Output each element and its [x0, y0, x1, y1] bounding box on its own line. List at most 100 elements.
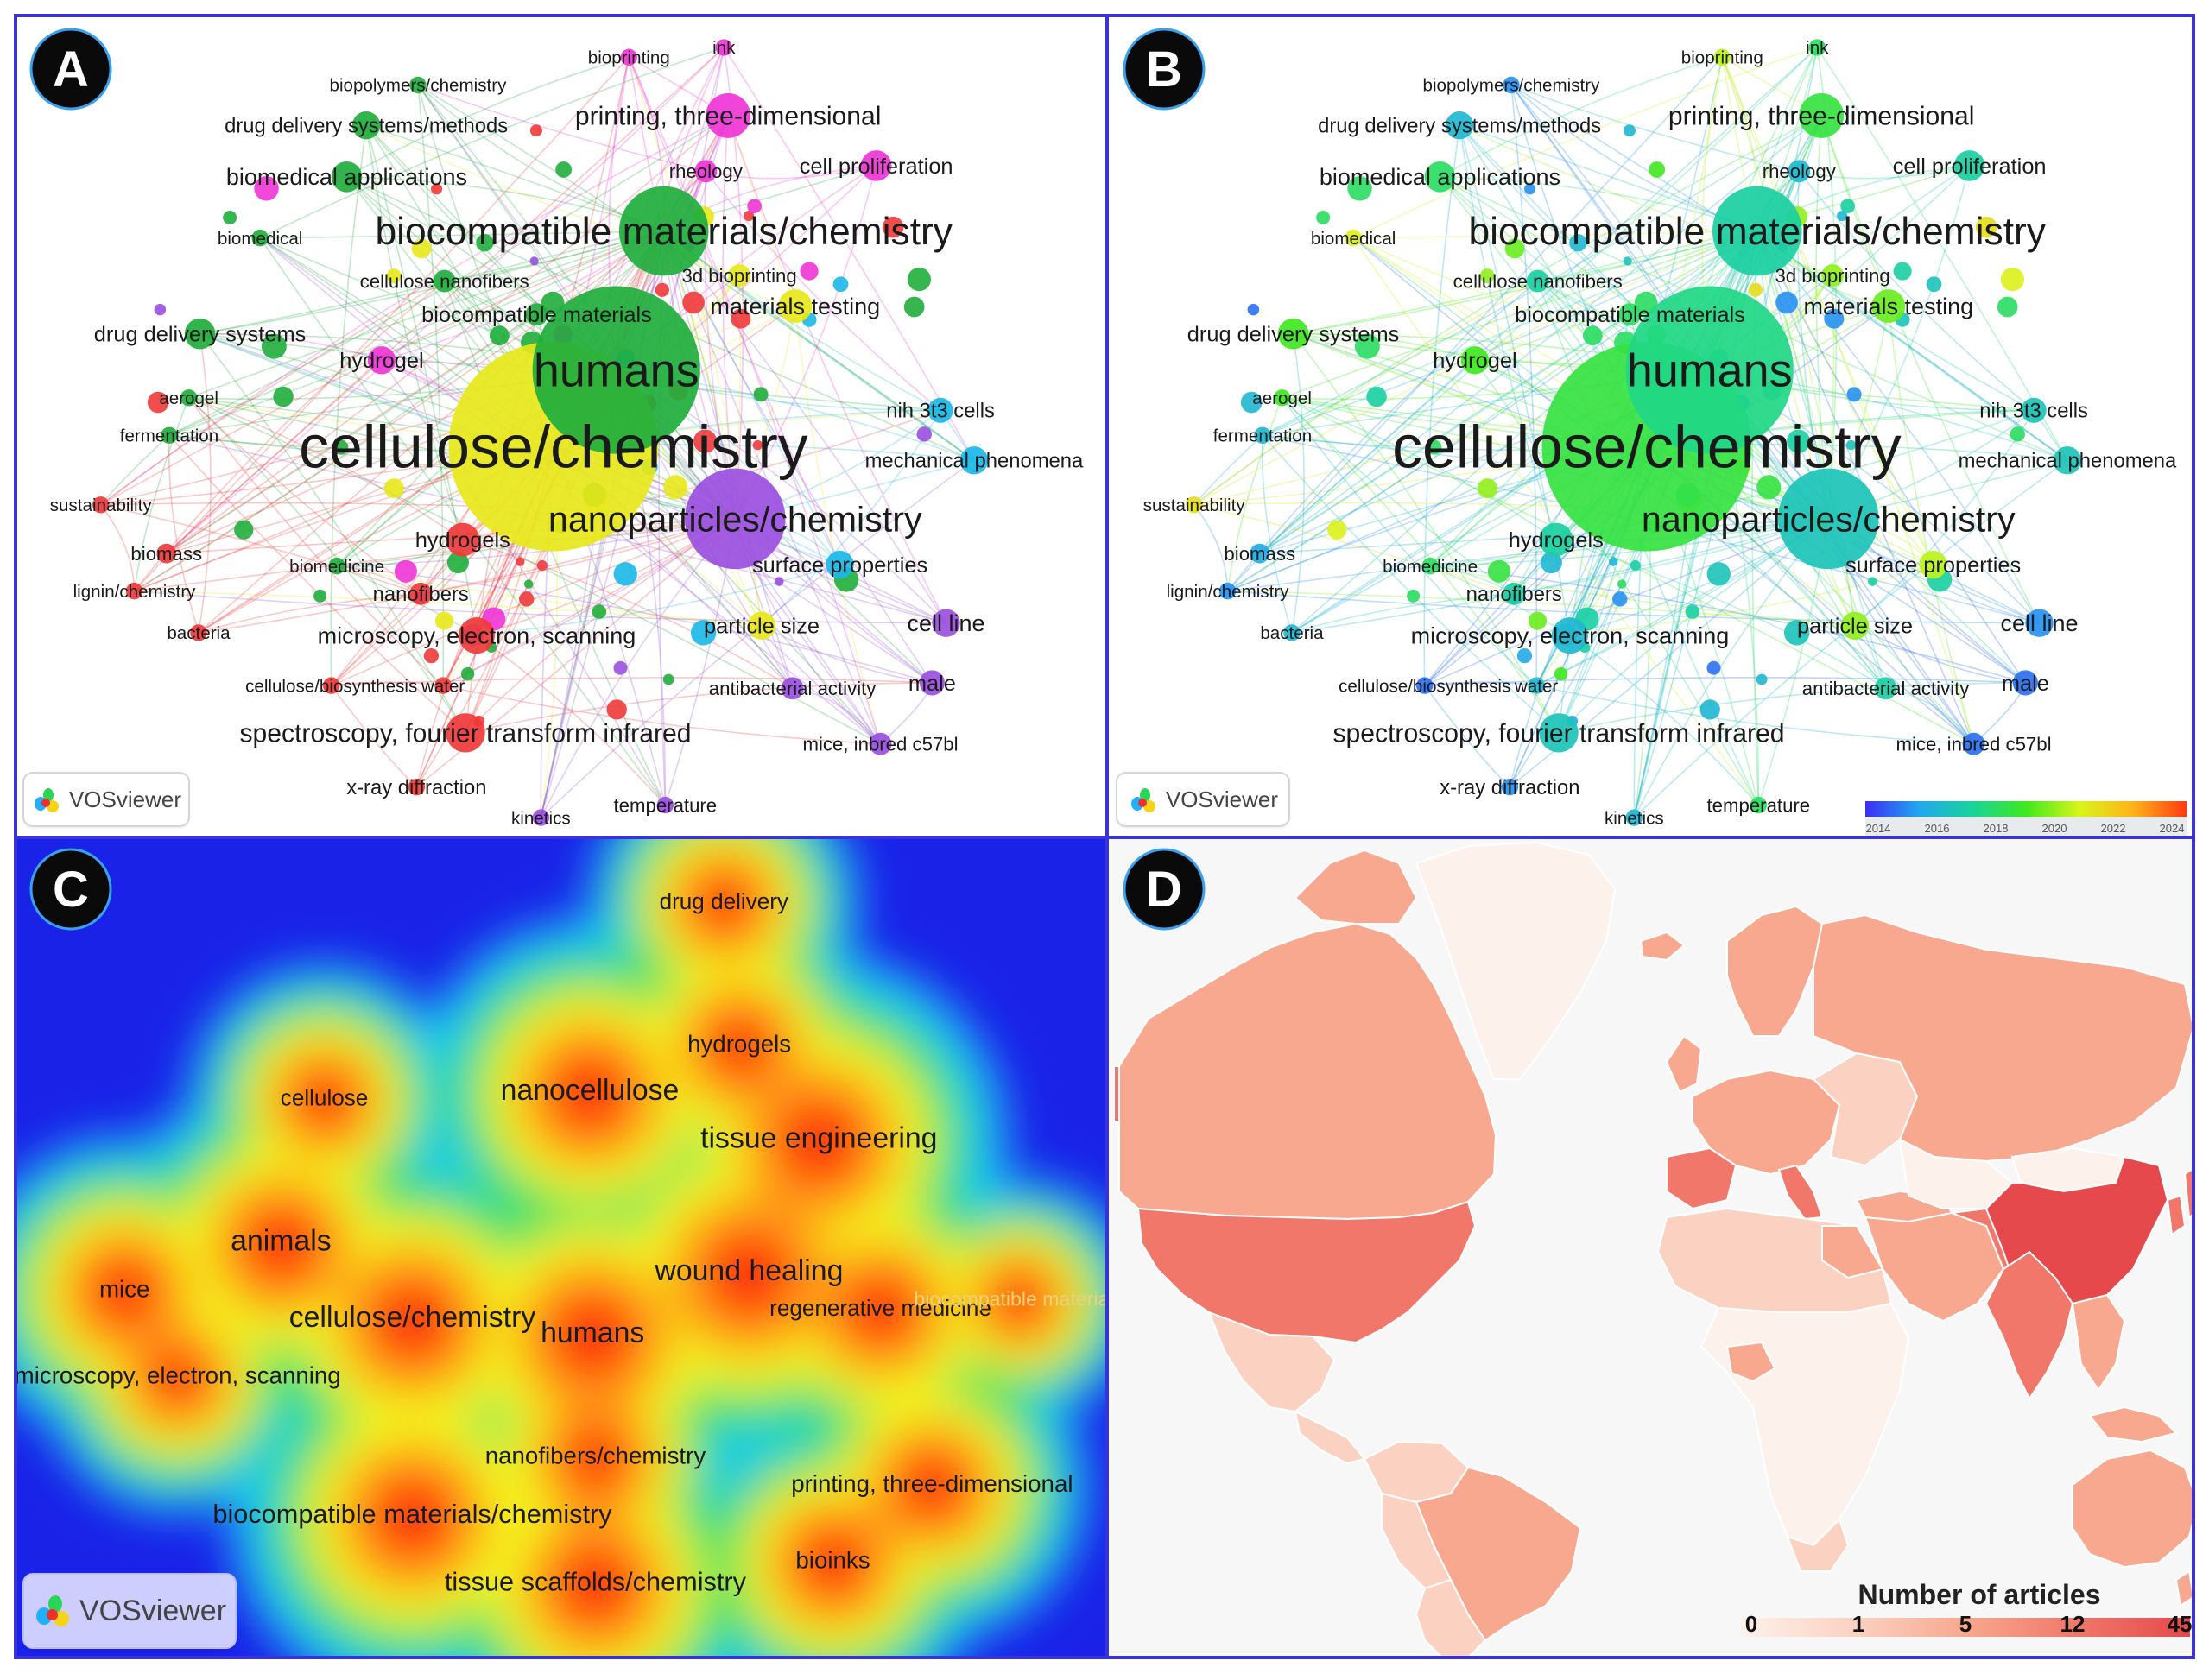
- node-label-drug-delivery-systems-methods: drug delivery systems/methods: [1318, 115, 1601, 138]
- node-biomedical-applications[interactable]: [1424, 161, 1456, 193]
- node-cell-line[interactable]: [932, 609, 960, 637]
- node-bacteria[interactable]: [190, 624, 207, 641]
- node-fermentation[interactable]: [1254, 426, 1271, 444]
- minor-node: [2010, 426, 2025, 442]
- node-bioprinting[interactable]: [1713, 48, 1731, 66]
- node-cellulose-biosynthesis[interactable]: [1415, 677, 1434, 694]
- node-biomedicine[interactable]: [328, 557, 345, 575]
- node-aerogel[interactable]: [180, 389, 198, 407]
- node-water[interactable]: [434, 677, 452, 694]
- node-ink[interactable]: [715, 39, 733, 56]
- node-spectroscopy-fourier-transform-infrared[interactable]: [1539, 713, 1579, 753]
- node-cell-proliferation[interactable]: [1953, 150, 1985, 181]
- node-nih-3t3-cells[interactable]: [2021, 397, 2047, 423]
- node-drug-delivery-systems-methods[interactable]: [1445, 111, 1474, 140]
- node-drug-delivery-systems[interactable]: [184, 318, 216, 350]
- edge: [442, 685, 881, 745]
- node-3d-bioprinting[interactable]: [1821, 264, 1845, 287]
- node-bioprinting[interactable]: [620, 48, 637, 66]
- node-rheology[interactable]: [1788, 160, 1811, 183]
- node-materials-testing[interactable]: [778, 289, 813, 323]
- node-hydrogel[interactable]: [1460, 346, 1490, 375]
- node-bacteria[interactable]: [1283, 624, 1301, 641]
- minor-node: [1617, 579, 1627, 589]
- node-kinetics[interactable]: [1625, 809, 1643, 826]
- node-x-ray-diffraction[interactable]: [1501, 778, 1519, 796]
- node-aerogel[interactable]: [1273, 389, 1291, 407]
- node-printing-three-dimensional[interactable]: [706, 93, 751, 138]
- node-biocompatible-materials-chemistry[interactable]: [618, 186, 709, 276]
- country-australia: [2072, 1449, 2193, 1569]
- node-surface-properties[interactable]: [1919, 550, 1947, 579]
- node-cell-line[interactable]: [2025, 609, 2054, 637]
- edge: [1820, 115, 2041, 624]
- node-antibacterial-activity[interactable]: [781, 677, 804, 700]
- node-hydrogels[interactable]: [446, 522, 480, 557]
- node-biomedical[interactable]: [251, 229, 269, 247]
- node-rheology[interactable]: [694, 160, 718, 183]
- node-materials-testing[interactable]: [1871, 289, 1906, 323]
- node-antibacterial-activity[interactable]: [1874, 677, 1897, 700]
- node-nanoparticles-chemistry[interactable]: [684, 468, 786, 570]
- node-fermentation[interactable]: [161, 426, 178, 444]
- node-printing-three-dimensional[interactable]: [1799, 93, 1845, 138]
- minor-node: [1407, 589, 1421, 603]
- node-surface-properties[interactable]: [826, 550, 854, 579]
- node-mice-inbred-c57bl[interactable]: [1962, 732, 1985, 755]
- minor-node: [753, 387, 769, 402]
- node-microscopy-electron-scanning[interactable]: [458, 617, 495, 654]
- node-temperature[interactable]: [1750, 796, 1768, 814]
- minor-node: [1524, 183, 1536, 195]
- node-microscopy-electron-scanning[interactable]: [1551, 617, 1588, 654]
- country-middle-east: [1864, 1211, 2005, 1323]
- badge-c: C: [53, 862, 89, 918]
- node-lignin-chemistry[interactable]: [125, 582, 143, 600]
- node-sustainability[interactable]: [92, 496, 110, 514]
- node-biopolymers-chemistry[interactable]: [409, 76, 427, 94]
- node-biomass[interactable]: [156, 543, 177, 564]
- minor-node: [774, 577, 784, 586]
- node-temperature[interactable]: [656, 796, 674, 814]
- node-hydrogel[interactable]: [367, 346, 396, 375]
- node-particle-size[interactable]: [747, 611, 776, 641]
- node-x-ray-diffraction[interactable]: [408, 778, 426, 796]
- node-nanofibers[interactable]: [409, 582, 433, 605]
- minor-node: [516, 557, 525, 566]
- node-water[interactable]: [1528, 677, 1545, 694]
- node-mechanical-phenomena[interactable]: [959, 446, 989, 475]
- node-biomass[interactable]: [1250, 543, 1270, 564]
- node-drug-delivery-systems-methods[interactable]: [351, 111, 381, 140]
- node-cellulose-biosynthesis[interactable]: [322, 677, 340, 694]
- node-cellulose-nanofibers[interactable]: [1526, 269, 1549, 293]
- node-label-bioprinting: bioprinting: [1681, 48, 1763, 68]
- density-label-animals: animals: [231, 1225, 331, 1258]
- node-biomedical-applications[interactable]: [331, 161, 363, 193]
- node-biomedical[interactable]: [1345, 229, 1362, 247]
- node-nanoparticles-chemistry[interactable]: [1777, 468, 1879, 570]
- node-biomedicine[interactable]: [1421, 557, 1439, 575]
- node-cellulose-nanofibers[interactable]: [433, 269, 456, 293]
- node-nih-3t3-cells[interactable]: [927, 397, 953, 423]
- node-mice-inbred-c57bl[interactable]: [869, 732, 892, 755]
- node-sustainability[interactable]: [1185, 496, 1203, 514]
- node-lignin-chemistry[interactable]: [1218, 582, 1237, 600]
- node-humans[interactable]: [1625, 286, 1794, 454]
- node-ink[interactable]: [1808, 39, 1826, 56]
- node-nanofibers[interactable]: [1503, 582, 1526, 605]
- node-biopolymers-chemistry[interactable]: [1503, 76, 1520, 94]
- node-mechanical-phenomena[interactable]: [2053, 446, 2082, 475]
- node-3d-bioprinting[interactable]: [728, 264, 751, 287]
- node-male[interactable]: [919, 670, 945, 696]
- node-biocompatible-materials[interactable]: [1618, 303, 1642, 326]
- node-biocompatible-materials-chemistry[interactable]: [1712, 186, 1802, 276]
- node-spectroscopy-fourier-transform-infrared[interactable]: [446, 713, 485, 753]
- node-male[interactable]: [2012, 670, 2038, 696]
- node-cell-proliferation[interactable]: [860, 150, 892, 181]
- node-humans[interactable]: [532, 286, 700, 454]
- node-kinetics[interactable]: [532, 809, 550, 826]
- minor-node: [383, 478, 404, 499]
- node-biocompatible-materials[interactable]: [525, 303, 548, 326]
- node-particle-size[interactable]: [1840, 611, 1870, 641]
- node-drug-delivery-systems[interactable]: [1277, 318, 1309, 350]
- node-hydrogels[interactable]: [1539, 522, 1573, 557]
